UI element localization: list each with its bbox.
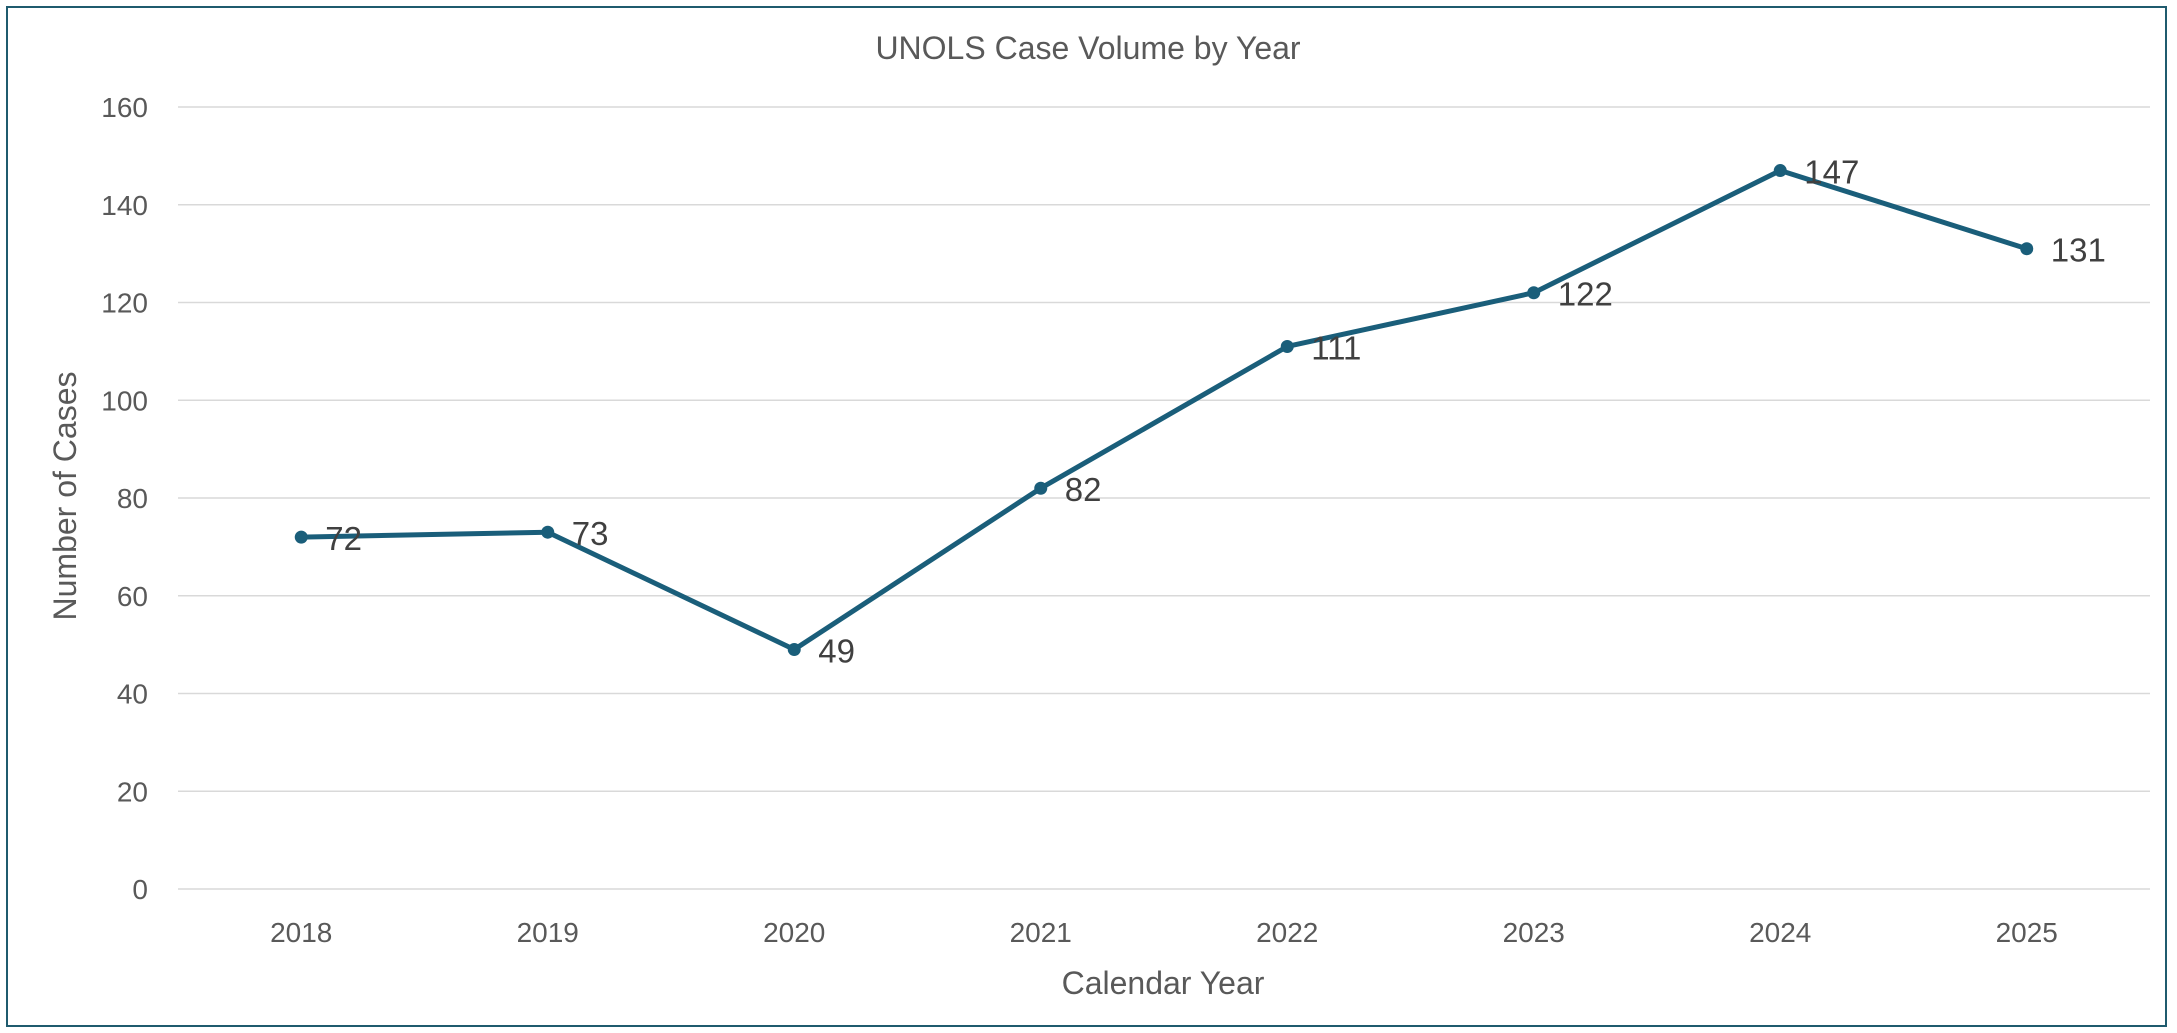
data-label: 131 [2051,232,2106,269]
data-point [1280,339,1294,353]
y-tick-label: 140 [101,190,148,221]
data-label: 72 [325,520,362,557]
x-tick-label: 2024 [1749,917,1811,948]
series [294,164,2034,657]
y-axis-ticks: 0 20 40 60 80 100 120 140 160 [101,92,148,905]
y-tick-label: 20 [117,776,148,807]
y-tick-label: 100 [101,385,148,416]
data-labels: 72 73 49 82 111 122 147 131 [325,154,2106,670]
data-point [1034,481,1048,495]
y-tick-label: 120 [101,288,148,319]
x-tick-label: 2021 [1010,917,1072,948]
series-line [298,168,2030,653]
gridlines [178,106,2150,890]
x-tick-label: 2022 [1256,917,1318,948]
chart-title: UNOLS Case Volume by Year [875,30,1300,66]
y-tick-label: 60 [117,581,148,612]
y-tick-label: 0 [132,874,148,905]
data-point [294,530,308,544]
y-tick-label: 40 [117,679,148,710]
data-label: 73 [572,515,609,552]
y-tick-label: 160 [101,92,148,123]
data-label: 122 [1558,276,1613,313]
x-axis-label: Calendar Year [1062,965,1265,1001]
y-tick-label: 80 [117,483,148,514]
data-point [1773,164,1787,178]
data-label: 111 [1311,329,1361,366]
x-tick-label: 2020 [763,917,825,948]
data-label: 147 [1804,154,1859,191]
data-point [787,643,801,657]
data-point [2020,242,2034,256]
x-tick-label: 2025 [1996,917,2058,948]
x-tick-label: 2019 [517,917,579,948]
x-tick-label: 2018 [270,917,332,948]
chart-frame [6,6,2167,1027]
data-point [1527,286,1541,300]
data-label: 82 [1065,471,1102,508]
y-axis-label: Number of Cases [47,372,83,621]
x-axis-ticks: 2018 2019 2020 2021 2022 2023 2024 2025 [270,917,2058,948]
data-label: 49 [818,633,855,670]
x-tick-label: 2023 [1503,917,1565,948]
data-point [541,525,555,539]
